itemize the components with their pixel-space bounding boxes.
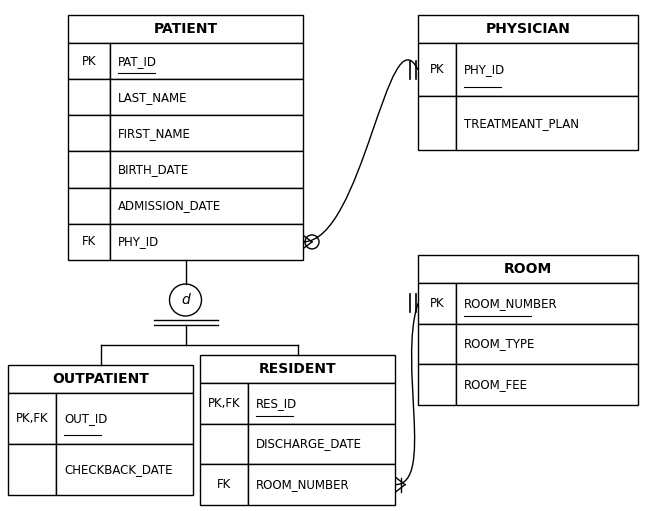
Text: ROOM_NUMBER: ROOM_NUMBER xyxy=(464,297,558,310)
Bar xyxy=(68,15,303,43)
Text: LAST_NAME: LAST_NAME xyxy=(118,91,187,104)
Text: DISCHARGE_DATE: DISCHARGE_DATE xyxy=(256,437,362,451)
Text: OUT_ID: OUT_ID xyxy=(64,412,107,425)
Bar xyxy=(68,224,110,260)
Bar xyxy=(418,97,456,150)
Bar xyxy=(110,43,303,79)
Text: d: d xyxy=(181,293,190,307)
Bar xyxy=(456,43,638,97)
Bar xyxy=(110,115,303,151)
Bar xyxy=(68,115,110,151)
Text: PK: PK xyxy=(430,63,445,76)
Text: PK: PK xyxy=(430,297,445,310)
Bar xyxy=(418,255,638,283)
Text: FK: FK xyxy=(217,478,231,491)
Bar xyxy=(456,283,638,323)
Bar xyxy=(418,43,456,97)
Text: PHY_ID: PHY_ID xyxy=(464,63,505,76)
Bar xyxy=(200,355,395,383)
Text: PK,FK: PK,FK xyxy=(16,412,48,425)
Text: PHYSICIAN: PHYSICIAN xyxy=(486,22,570,36)
Bar xyxy=(110,151,303,188)
Text: PK: PK xyxy=(81,55,96,67)
Bar xyxy=(110,188,303,224)
Bar xyxy=(248,424,395,464)
Text: OUTPATIENT: OUTPATIENT xyxy=(52,372,149,386)
Bar xyxy=(68,151,110,188)
Bar xyxy=(248,383,395,424)
Bar xyxy=(418,15,638,43)
Bar xyxy=(56,444,193,495)
Bar xyxy=(418,364,456,405)
Bar xyxy=(68,43,110,79)
Bar xyxy=(456,364,638,405)
Text: ROOM_TYPE: ROOM_TYPE xyxy=(464,337,535,351)
Bar xyxy=(8,444,56,495)
Bar xyxy=(200,383,248,424)
Bar xyxy=(68,188,110,224)
Text: CHECKBACK_DATE: CHECKBACK_DATE xyxy=(64,463,173,476)
Bar xyxy=(456,323,638,364)
Bar xyxy=(8,393,56,444)
Bar xyxy=(110,79,303,115)
Text: RES_ID: RES_ID xyxy=(256,397,298,410)
Text: ADMISSION_DATE: ADMISSION_DATE xyxy=(118,199,221,212)
Text: BIRTH_DATE: BIRTH_DATE xyxy=(118,163,189,176)
Text: ROOM_NUMBER: ROOM_NUMBER xyxy=(256,478,350,491)
Bar xyxy=(110,224,303,260)
Text: PAT_ID: PAT_ID xyxy=(118,55,157,67)
Text: FIRST_NAME: FIRST_NAME xyxy=(118,127,191,140)
Text: PK,FK: PK,FK xyxy=(208,397,240,410)
Bar xyxy=(200,424,248,464)
Bar xyxy=(456,97,638,150)
Bar xyxy=(68,79,110,115)
Bar xyxy=(8,365,193,393)
Text: FK: FK xyxy=(82,236,96,248)
Text: PHY_ID: PHY_ID xyxy=(118,236,159,248)
Text: TREATMEANT_PLAN: TREATMEANT_PLAN xyxy=(464,117,579,130)
Text: RESIDENT: RESIDENT xyxy=(258,362,337,376)
Bar xyxy=(418,283,456,323)
Text: ROOM_FEE: ROOM_FEE xyxy=(464,378,528,391)
Bar xyxy=(56,393,193,444)
Bar xyxy=(200,464,248,505)
Text: PATIENT: PATIENT xyxy=(154,22,217,36)
Bar xyxy=(248,464,395,505)
Text: ROOM: ROOM xyxy=(504,262,552,276)
Bar xyxy=(418,323,456,364)
